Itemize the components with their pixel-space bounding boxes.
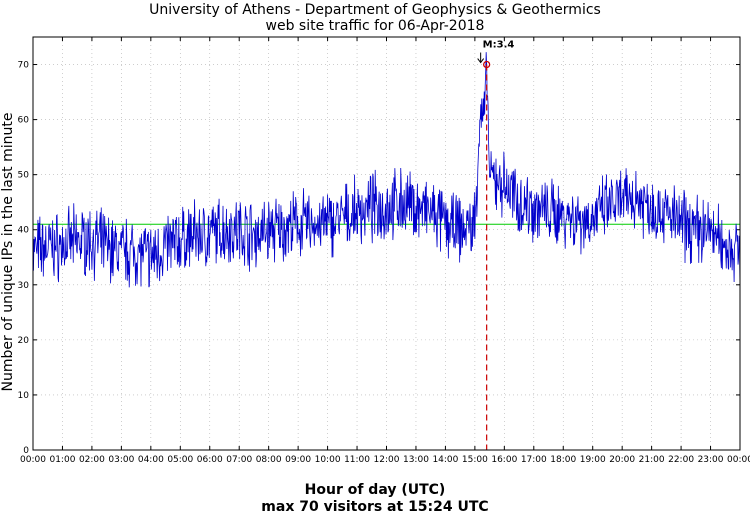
y-tick-label: 40 (18, 226, 30, 236)
grid (32, 37, 741, 451)
x-tick-label: 20:00 (609, 455, 635, 465)
x-tick-label: 22:00 (668, 455, 694, 465)
max-marker-label: M:3.4 (483, 40, 515, 51)
y-tick-label: 10 (18, 391, 30, 401)
x-tick-label: 19:00 (580, 455, 606, 465)
x-tick-label: 23:00 (698, 455, 724, 465)
y-tick-label: 20 (18, 336, 30, 346)
x-tick-label: 08:00 (256, 455, 282, 465)
x-tick-label: 05:00 (167, 455, 193, 465)
x-tick-label: 00:00 (727, 455, 750, 465)
x-tick-label: 00:00 (20, 455, 46, 465)
x-tick-label: 10:00 (315, 455, 341, 465)
x-tick-label: 18:00 (550, 455, 576, 465)
x-tick-label: 07:00 (226, 455, 252, 465)
x-tick-label: 21:00 (639, 455, 665, 465)
annotations: M:3.4 (477, 40, 515, 450)
x-tick-label: 01:00 (49, 455, 75, 465)
x-tick-label: 17:00 (521, 455, 547, 465)
chart-title: University of Athens - Department of Geo… (149, 2, 601, 18)
x-tick-label: 14:00 (432, 455, 458, 465)
x-axis-label: Hour of day (UTC) (304, 482, 446, 498)
plot-frame (32, 36, 741, 451)
y-tick-label: 50 (18, 171, 30, 181)
y-tick-label: 30 (18, 281, 30, 291)
x-tick-label: 04:00 (138, 455, 164, 465)
x-tick-label: 12:00 (374, 455, 400, 465)
x-tick-label: 06:00 (197, 455, 223, 465)
y-tick-label: 60 (18, 116, 30, 126)
chart-subtitle: web site traffic for 06-Apr-2018 (265, 18, 485, 34)
x-tick-label: 09:00 (285, 455, 311, 465)
x-tick-label: 15:00 (462, 455, 488, 465)
max-arrow-head-icon (477, 58, 485, 64)
x-tick-label: 13:00 (403, 455, 429, 465)
x-tick-label: 02:00 (79, 455, 105, 465)
y-axis-label: Number of unique IPs in the last minute (0, 113, 16, 392)
traffic-series-line (32, 52, 741, 289)
series-layer (32, 52, 741, 289)
y-tick-label: 70 (18, 61, 30, 71)
x-tick-label: 03:00 (108, 455, 134, 465)
y-tick-label: 0 (23, 446, 29, 456)
x-tick-label: 16:00 (491, 455, 517, 465)
max-point-marker (483, 60, 491, 69)
x-tick-label: 11:00 (344, 455, 370, 465)
max-visitors-caption: max 70 visitors at 15:24 UTC (261, 499, 489, 515)
